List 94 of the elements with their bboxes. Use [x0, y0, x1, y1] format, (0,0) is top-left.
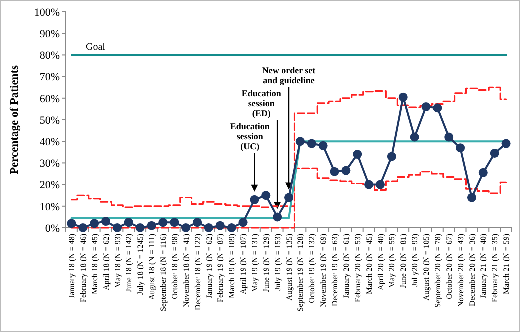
point: [102, 217, 111, 226]
ref-line-label: Goal: [86, 42, 106, 54]
x-tick-label: August 20 (N = 105): [422, 234, 432, 301]
y-axis-title: Percentage of Patients: [9, 64, 22, 174]
point: [410, 132, 420, 142]
x-tick-label: January 21 (N = 40): [479, 234, 488, 298]
y-tick-label: 90%: [40, 28, 60, 40]
point: [318, 141, 328, 150]
x-tick-label: February 20 (N = 53): [353, 234, 362, 302]
x-tick-label: October 19 (N = 132): [308, 234, 317, 304]
point: [353, 150, 362, 160]
point: [124, 218, 134, 228]
point: [342, 166, 351, 176]
y-tick-label: 30%: [40, 158, 60, 170]
x-tick-label: May 19 (N = 131): [250, 234, 260, 292]
point: [502, 139, 511, 148]
x-tick-label: November 20 (N = 43): [456, 234, 466, 308]
point: [90, 219, 100, 228]
x-tick-label: March 18 (N = 45): [90, 234, 100, 294]
x-tick-label: July 18 (N = 1245): [136, 234, 146, 295]
y-tick-label: 10%: [40, 201, 60, 214]
y-tick-label: 0%: [45, 222, 60, 235]
x-tick-label: July 19 (N = 153): [273, 234, 282, 291]
point: [330, 167, 340, 176]
x-tick-label: June 19 (N = 129): [262, 234, 271, 292]
point: [78, 224, 88, 232]
x-tick-label: October 18 (N = 98): [170, 234, 180, 300]
point: [147, 221, 156, 230]
x-tick-label: November 19 (N = 69): [319, 234, 328, 308]
x-tick-label: May 18 (N = 93): [113, 234, 122, 288]
annotation: Education session (UC): [230, 121, 270, 152]
point: [433, 104, 442, 113]
x-tick-label: January 20 (N = 61): [342, 234, 351, 298]
y-tick-label: 60%: [40, 93, 60, 106]
y-tick-label: 80%: [40, 50, 60, 62]
point: [387, 152, 396, 162]
x-tick-label: September 18 (N = 116): [159, 234, 168, 312]
point: [444, 132, 454, 142]
x-tick-label: August 18 (N = 111): [148, 234, 157, 300]
point: [136, 224, 145, 232]
point: [262, 191, 271, 200]
point: [170, 218, 180, 228]
x-tick-label: Jul y20 (N = 93): [410, 234, 420, 287]
point: [422, 102, 431, 112]
x-tick-label: February 18 (N = 46): [78, 234, 88, 302]
x-tick-label: May 20 (N = 55): [388, 234, 397, 288]
point: [398, 92, 408, 102]
point: [204, 224, 214, 232]
x-tick-label: April 19 (N = 107): [239, 234, 248, 295]
y-tick-label: 100%: [34, 6, 60, 19]
point: [490, 148, 500, 158]
x-tick-label: February 21 (N = 35): [490, 234, 500, 302]
point: [307, 139, 316, 148]
x-tick-label: January 18 (N = 48): [68, 234, 77, 298]
point: [67, 219, 76, 228]
annotation: Education session (ED): [242, 88, 282, 118]
point: [250, 195, 260, 204]
x-tick-label: March 21 (N = 59): [502, 234, 512, 294]
x-tick-label: April 18 (N = 62): [102, 234, 111, 291]
y-tick-label: 40%: [40, 136, 60, 148]
x-tick-label: September 19 (N = 128): [296, 234, 306, 312]
point: [112, 224, 122, 232]
annotation: New order set and guideline: [262, 65, 316, 86]
x-tick-label: September 20 (N = 78): [433, 234, 442, 308]
x-tick-label: December 20 (N = 36): [468, 234, 477, 306]
point: [216, 221, 225, 230]
point: [193, 218, 202, 228]
point: [158, 218, 168, 228]
y-tick-label: 20%: [40, 180, 60, 192]
point: [456, 144, 466, 153]
point: [182, 224, 191, 232]
x-tick-label: August 19 (N = 135): [284, 234, 294, 301]
x-tick-label: October 20 (N = 67): [444, 234, 454, 300]
x-tick-label: April 20 (N = 40): [376, 234, 386, 291]
point: [227, 224, 236, 232]
x-tick-label: March 20 (N = 45): [364, 234, 374, 294]
x-tick-label: November 18 (N = 41): [182, 234, 191, 308]
y-tick-label: 70%: [40, 72, 60, 84]
x-tick-label: December 19 (N = 63): [330, 234, 340, 306]
point: [478, 168, 488, 178]
point: [376, 180, 385, 190]
x-tick-label: June 20 (N = 81): [399, 234, 408, 288]
y-tick-label: 50%: [40, 114, 60, 127]
x-tick-label: March 19 (N = 109): [228, 234, 237, 298]
point: [296, 137, 305, 146]
x-tick-label: February 19 (N = 87): [216, 234, 226, 302]
x-tick-label: January 19 (N = 62): [204, 234, 214, 298]
point: [284, 193, 294, 202]
point: [273, 212, 282, 222]
x-tick-label: December 18 (N = 122): [193, 234, 202, 310]
point: [238, 218, 248, 228]
point: [467, 193, 476, 202]
x-tick-label: June 18 (N = 142): [124, 234, 134, 292]
point: [364, 180, 374, 190]
